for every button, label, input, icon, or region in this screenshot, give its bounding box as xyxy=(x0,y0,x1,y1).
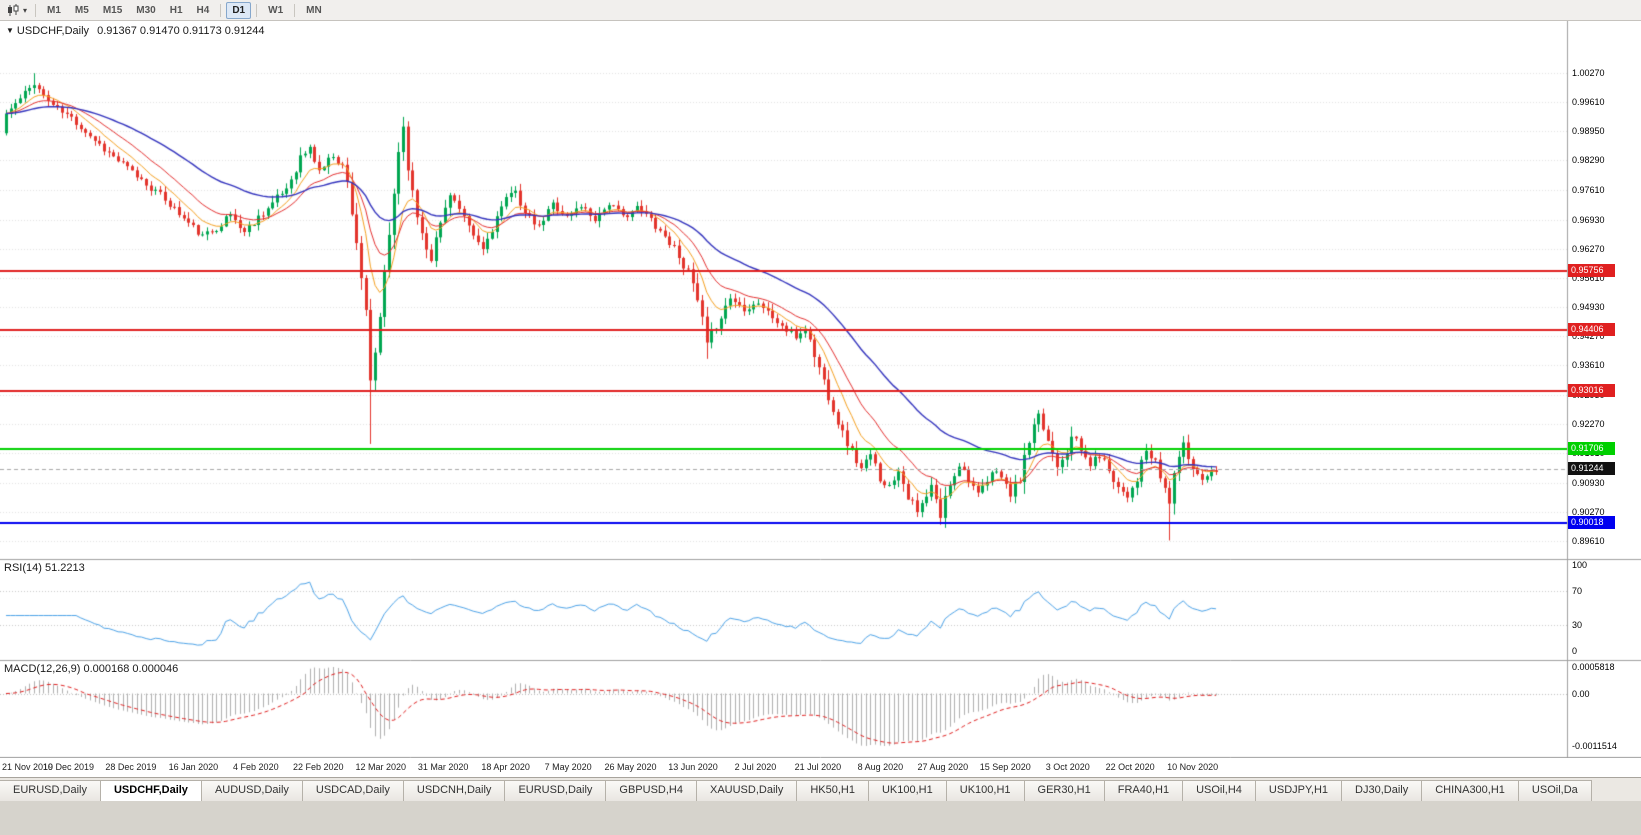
macd-axis-label: 0.00 xyxy=(1572,688,1590,699)
level-price-badge: 0.91706 xyxy=(1568,441,1615,455)
timeframe-button-h1[interactable]: H1 xyxy=(169,4,183,16)
date-axis-label: 8 Aug 2020 xyxy=(857,762,904,772)
chart-type-dropdown-caret-icon[interactable]: ▾ xyxy=(23,5,28,15)
price-chart-canvas[interactable] xyxy=(0,21,1641,758)
price-axis-label: 0.94930 xyxy=(1572,302,1605,313)
toolbar-separator xyxy=(35,3,37,17)
chart-tab-usdcnh-daily[interactable]: USDCNH,Daily xyxy=(403,780,506,801)
level-price-badge: 0.95756 xyxy=(1568,264,1615,278)
price-axis-label: 0.96930 xyxy=(1572,214,1605,225)
toolbar-separator xyxy=(220,3,222,17)
date-axis-label: 2 Jul 2020 xyxy=(734,762,777,772)
price-axis-label: 0.98950 xyxy=(1572,126,1605,137)
price-axis-label: 0.96270 xyxy=(1572,243,1605,254)
date-axis-label: 22 Feb 2020 xyxy=(292,762,344,772)
date-axis-label: 18 Apr 2020 xyxy=(481,762,530,772)
price-axis-label: 0.90930 xyxy=(1572,477,1605,488)
price-axis-label: 0.89610 xyxy=(1572,535,1605,546)
rsi-axis-label: 100 xyxy=(1572,560,1588,570)
date-axis-label: 16 Jan 2020 xyxy=(168,762,219,772)
price-axis-label: 1.00270 xyxy=(1572,68,1605,79)
date-axis-label: 22 Oct 2020 xyxy=(1105,762,1155,772)
date-axis-label: 15 Sep 2020 xyxy=(979,762,1031,772)
rsi-axis-label: 70 xyxy=(1572,585,1583,596)
level-price-badge: 0.94406 xyxy=(1568,323,1615,337)
toolbar-separator xyxy=(294,3,296,17)
rsi-indicator-title: RSI(14) 51.2213 xyxy=(4,562,85,574)
timeframe-button-w1[interactable]: W1 xyxy=(268,4,284,16)
macd-indicator-title: MACD(12,26,9) 0.000168 0.000046 xyxy=(4,663,179,675)
rsi-axis-label: 30 xyxy=(1572,620,1583,631)
date-axis-label: 13 Jun 2020 xyxy=(668,762,718,772)
chart-tab-ger30-h1[interactable]: GER30,H1 xyxy=(1024,780,1105,801)
symbol-period-label: USDCHF,Daily xyxy=(16,25,90,37)
timeframe-button-m30[interactable]: M30 xyxy=(136,4,156,16)
timeframe-button-m5[interactable]: M5 xyxy=(74,4,89,16)
date-axis-label: 4 Feb 2020 xyxy=(233,762,279,772)
timeframe-button-m15[interactable]: M15 xyxy=(102,4,123,16)
date-axis-label: 3 Oct 2020 xyxy=(1045,762,1090,772)
ohlc-values: 0.91367 0.91470 0.91173 0.91244 xyxy=(97,25,265,37)
date-axis-label: 7 May 2020 xyxy=(544,762,592,772)
window-filler xyxy=(0,801,1641,835)
macd-axis-label: 0.0005818 xyxy=(1572,662,1615,672)
timeframe-toolbar: ▾ M1 M5 M15 M30 H1 H4 D1 W1 MN xyxy=(0,0,1641,21)
price-axis-label: 0.97610 xyxy=(1572,184,1605,195)
chart-tab-usoil-h4[interactable]: USOil,H4 xyxy=(1183,780,1256,801)
timeframe-button-m1[interactable]: M1 xyxy=(47,4,61,16)
date-axis-label: 12 Mar 2020 xyxy=(355,762,406,772)
chart-tab-usdcad-daily[interactable]: USDCAD,Daily xyxy=(302,780,404,801)
chart-tab-xauusd-daily[interactable]: XAUUSD,Daily xyxy=(696,780,798,801)
chart-tab-gbpusd-h4[interactable]: GBPUSD,H4 xyxy=(606,780,697,801)
chart-tab-uk100-h1[interactable]: UK100,H1 xyxy=(946,780,1025,801)
date-axis-label: 10 Dec 2019 xyxy=(42,762,94,772)
chart-tab-eurusd-daily[interactable]: EURUSD,Daily xyxy=(505,780,607,801)
chart-overlay: ▼ USDCHF,Daily 0.91367 0.91470 0.91173 0.… xyxy=(0,21,1641,777)
chart-tab-usdjpy-h1[interactable]: USDJPY,H1 xyxy=(1255,780,1343,801)
candlestick-chart-icon[interactable] xyxy=(6,3,20,17)
price-axis-label: 0.92270 xyxy=(1572,419,1605,430)
date-axis-label: 31 Mar 2020 xyxy=(417,762,469,772)
chart-tabbar: EURUSD,Daily USDCHF,Daily AUDUSD,Daily USDC… xyxy=(0,777,1641,801)
price-axis-label: 0.99610 xyxy=(1572,97,1605,108)
date-axis-label: 21 Nov 2019 xyxy=(2,762,54,772)
price-axis-label: 0.95610 xyxy=(1572,272,1605,283)
chart-tab-usoil-da[interactable]: USOil,Da xyxy=(1518,780,1592,801)
chart-title: ▼ USDCHF,Daily 0.91367 0.91470 0.91173 0.… xyxy=(6,25,265,37)
date-axis-label: 27 Aug 2020 xyxy=(917,762,969,772)
current-price-badge: 0.91244 xyxy=(1568,462,1615,476)
rsi-axis-label: 0 xyxy=(1572,646,1578,656)
date-axis-label: 10 Nov 2020 xyxy=(1167,762,1219,772)
timeframe-button-d1[interactable]: D1 xyxy=(226,1,252,19)
chart-tab-uk100-h1[interactable]: UK100,H1 xyxy=(868,780,947,801)
date-axis-label: 26 May 2020 xyxy=(604,762,657,772)
date-axis-label: 28 Dec 2019 xyxy=(105,762,157,772)
toolbar-separator xyxy=(256,3,258,17)
chart-tab-audusd-daily[interactable]: AUDUSD,Daily xyxy=(201,780,303,801)
timeframe-button-mn[interactable]: MN xyxy=(306,4,322,16)
timeframe-button-h4[interactable]: H4 xyxy=(196,4,210,16)
chart-region: ▼ USDCHF,Daily 0.91367 0.91470 0.91173 0.… xyxy=(0,21,1641,777)
timeframe-buttons: M1 M5 M15 M30 H1 H4 D1 W1 MN xyxy=(40,1,329,19)
macd-axis-label: -0.0011514 xyxy=(1572,741,1617,751)
price-axis-label: 0.98290 xyxy=(1572,155,1605,166)
price-axis-label: 0.93610 xyxy=(1572,360,1605,371)
chart-tab-hk50-h1[interactable]: HK50,H1 xyxy=(797,780,869,801)
date-axis-label: 21 Jul 2020 xyxy=(794,762,842,772)
chart-tab-eurusd-daily[interactable]: EURUSD,Daily xyxy=(0,780,101,801)
level-price-badge: 0.93016 xyxy=(1568,384,1615,398)
price-axis-label: 0.90270 xyxy=(1572,506,1605,517)
chart-tab-fra40-h1[interactable]: FRA40,H1 xyxy=(1104,780,1184,801)
chart-tab-usdchf-daily[interactable]: USDCHF,Daily xyxy=(100,780,202,801)
chart-tab-china300-h1[interactable]: CHINA300,H1 xyxy=(1422,780,1519,801)
symbol-dropdown-caret-icon[interactable]: ▼ xyxy=(6,26,14,35)
chart-tab-dj30-daily[interactable]: DJ30,Daily xyxy=(1342,780,1423,801)
level-price-badge: 0.90018 xyxy=(1568,515,1615,529)
